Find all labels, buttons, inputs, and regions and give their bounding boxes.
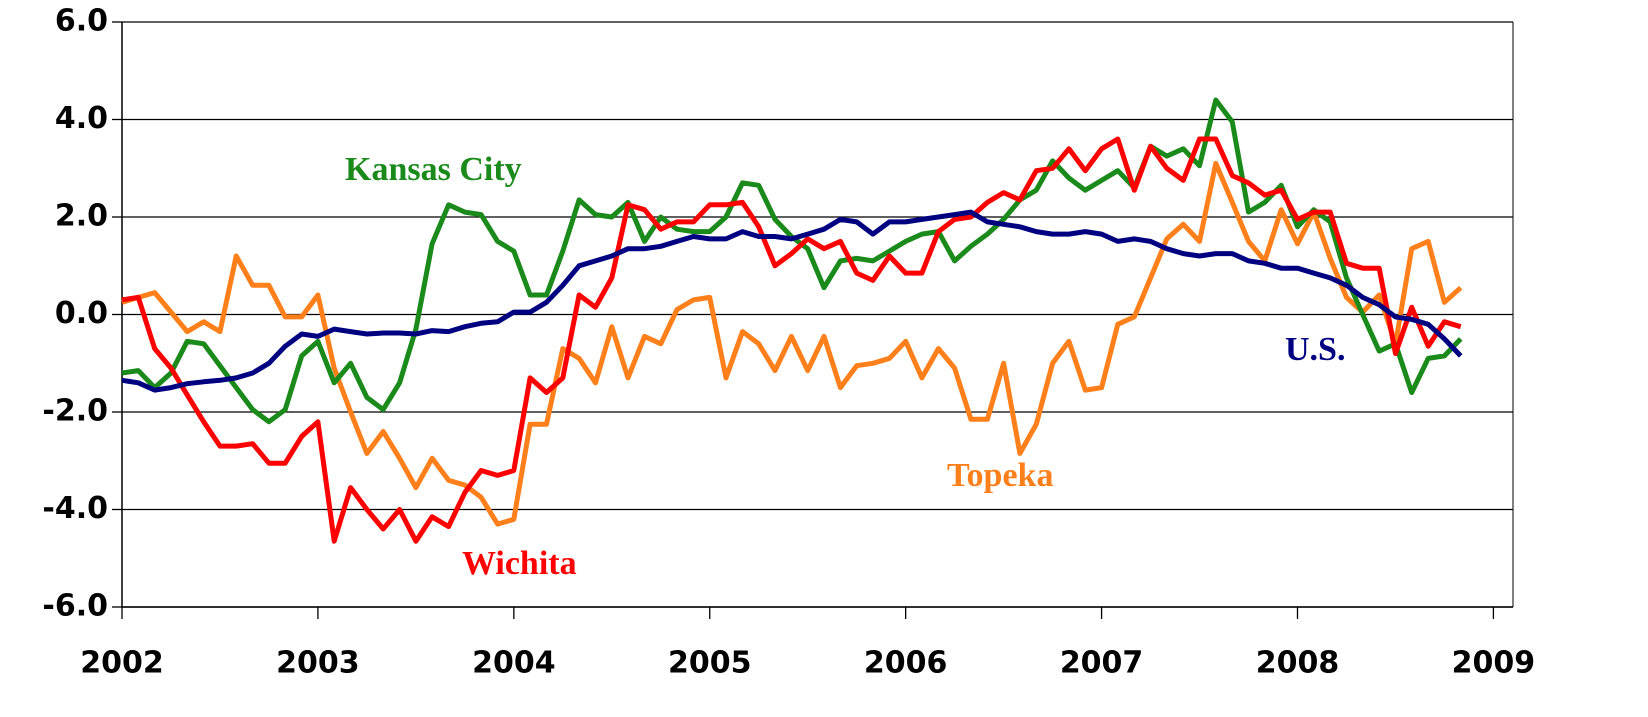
x-tick-label: 2009	[1452, 646, 1536, 681]
y-tick-label: -4.0	[42, 491, 108, 526]
x-tick-label: 2005	[668, 646, 752, 681]
series-line	[121, 136, 1462, 544]
series-label: U.S.	[1285, 331, 1345, 368]
y-tick-label: 0.0	[55, 296, 108, 331]
x-tick-label: 2002	[80, 646, 164, 681]
series-label: Wichita	[462, 545, 577, 582]
x-tick-label: 2006	[864, 646, 948, 681]
series-label: Topeka	[947, 457, 1053, 494]
series-line	[121, 160, 1463, 527]
y-tick-label: -2.0	[42, 394, 108, 429]
y-tick-label: 6.0	[55, 4, 108, 39]
y-tick-label: 4.0	[55, 101, 108, 136]
y-tick-label: 2.0	[55, 199, 108, 234]
x-tick-label: 2003	[276, 646, 360, 681]
x-tick-label: 2008	[1256, 646, 1340, 681]
x-tick-label: 2007	[1060, 646, 1144, 681]
series-label: Kansas City	[345, 151, 522, 188]
x-tick-label: 2004	[472, 646, 556, 681]
y-tick-label: -6.0	[42, 589, 108, 624]
series-line	[121, 209, 1463, 393]
